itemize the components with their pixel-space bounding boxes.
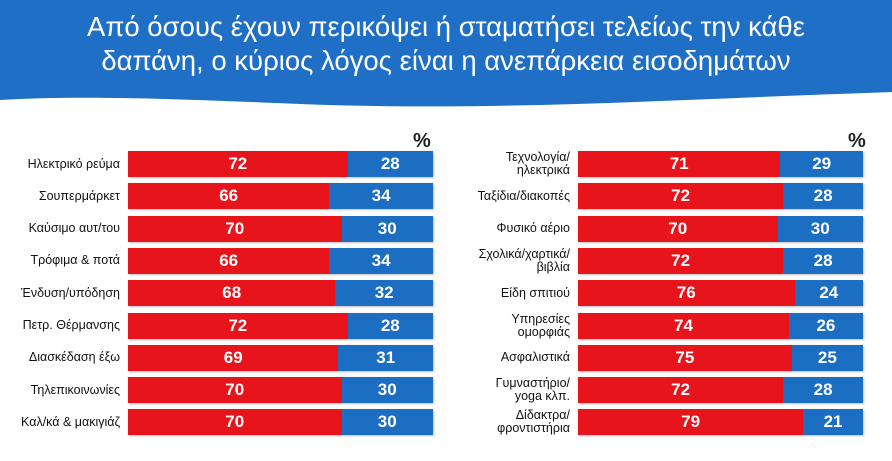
bar-segment-blue: 25 [791,344,863,371]
bar-segment-red: 70 [578,215,778,242]
bar-segment-blue: 24 [794,280,863,307]
unit-label-left: % [413,130,431,152]
stacked-bar: 71 29 [578,151,863,177]
stacked-bar: 75 25 [578,344,863,371]
stacked-bar: 66 34 [128,183,433,210]
stacked-bar: 72 28 [128,151,433,177]
chart-title-line-2: δαπάνη, ο κύριος λόγος είναι η ανεπάρκει… [101,45,791,76]
category-label: Ηλεκτρικό ρεύμα [27,156,120,171]
category-label: Δίδακτρα/ φροντιστήρια [497,408,570,436]
stacked-bar: 74 26 [578,312,863,339]
chart-title: Από όσους έχουν περικόψει ή σταματήσει τ… [0,10,892,78]
stacked-bar: 66 34 [128,247,433,274]
category-label: Φυσικό αέριο [496,221,570,236]
stacked-bar: 72 28 [128,312,433,339]
bar-segment-red: 72 [128,312,348,339]
bar-segment-blue: 34 [329,183,433,210]
bar-segment-blue: 26 [788,312,863,339]
category-label: Τεχνολογία/ ηλεκτρικά [505,150,570,177]
category-label: Καύσιμο αυτ/του [28,221,120,236]
category-label: Τηλεπικοινωνίες [30,382,120,397]
stacked-bar: 76 24 [578,280,863,307]
unit-label-right: % [848,130,866,152]
bar-segment-blue: 21 [803,409,863,436]
category-label: Γυμναστήριο/ yoga κλπ. [495,376,570,404]
stacked-bar: 79 21 [578,409,863,436]
bar-segment-red: 72 [578,377,784,404]
category-label: Διασκέδαση έξω [28,350,120,365]
bar-segment-blue: 34 [329,247,433,274]
bar-segment-blue: 29 [780,151,863,177]
category-label: Πετρ. Θέρμανσης [22,318,120,332]
bar-segment-blue: 28 [347,151,433,177]
category-label: Ταξίδια/διακοπές [477,188,570,203]
bar-segment-blue: 30 [777,215,863,242]
bar-segment-red: 76 [578,280,795,307]
bar-segment-red: 69 [128,344,339,371]
stacked-bar: 72 28 [578,183,863,210]
category-label: Είδη σπιτιού [500,285,570,300]
bar-segment-blue: 28 [783,377,863,404]
category-label: Ασφαλιστικά [500,350,570,365]
category-label: Σχολικά/χαρτικά/ βιβλία [478,246,570,274]
category-label: Σουπερμάρκετ [38,188,120,203]
bar-segment-blue: 28 [783,247,863,274]
bar-segment-blue: 30 [341,215,433,242]
category-label: Ένδυση/υπόδηση [21,285,120,300]
category-label: Τρόφιμα & ποτά [30,253,120,268]
bar-segment-red: 68 [128,280,336,307]
bar-segment-red: 70 [128,215,342,242]
stacked-bar: 69 31 [128,344,433,371]
bar-segment-red: 79 [578,409,804,436]
bar-segment-red: 74 [578,312,789,339]
stacked-bar: 68 32 [128,280,433,307]
bar-segment-blue: 30 [341,409,433,436]
bar-segment-red: 72 [578,247,784,274]
stacked-bar: 70 30 [128,215,433,242]
category-label: Καλ/κά & μακιγιάζ [21,414,120,429]
bar-segment-blue: 31 [338,344,433,371]
stacked-bar: 72 28 [578,247,863,274]
bar-segment-red: 72 [578,183,784,210]
category-label: Υπηρεσίες ομορφιάς [511,311,570,339]
bar-segment-red: 66 [128,247,330,274]
bar-segment-red: 70 [128,409,342,436]
bar-segment-blue: 28 [783,183,863,210]
header-banner: Από όσους έχουν περικόψει ή σταματήσει τ… [0,0,892,110]
stacked-bar: 70 30 [128,409,433,436]
header-background [0,0,892,107]
bar-segment-red: 71 [578,151,781,177]
bar-segment-blue: 32 [335,280,433,307]
bar-segment-red: 72 [128,151,348,177]
bar-segment-red: 70 [128,377,342,404]
bar-segment-red: 66 [128,183,330,210]
bar-segment-blue: 28 [347,312,433,339]
bar-segment-red: 75 [578,344,792,371]
stacked-bar: 70 30 [578,215,863,242]
stacked-bar: 72 28 [578,377,863,404]
stacked-bar: 70 30 [128,377,433,404]
bar-segment-blue: 30 [341,377,433,404]
chart-title-line-1: Από όσους έχουν περικόψει ή σταματήσει τ… [87,11,805,42]
